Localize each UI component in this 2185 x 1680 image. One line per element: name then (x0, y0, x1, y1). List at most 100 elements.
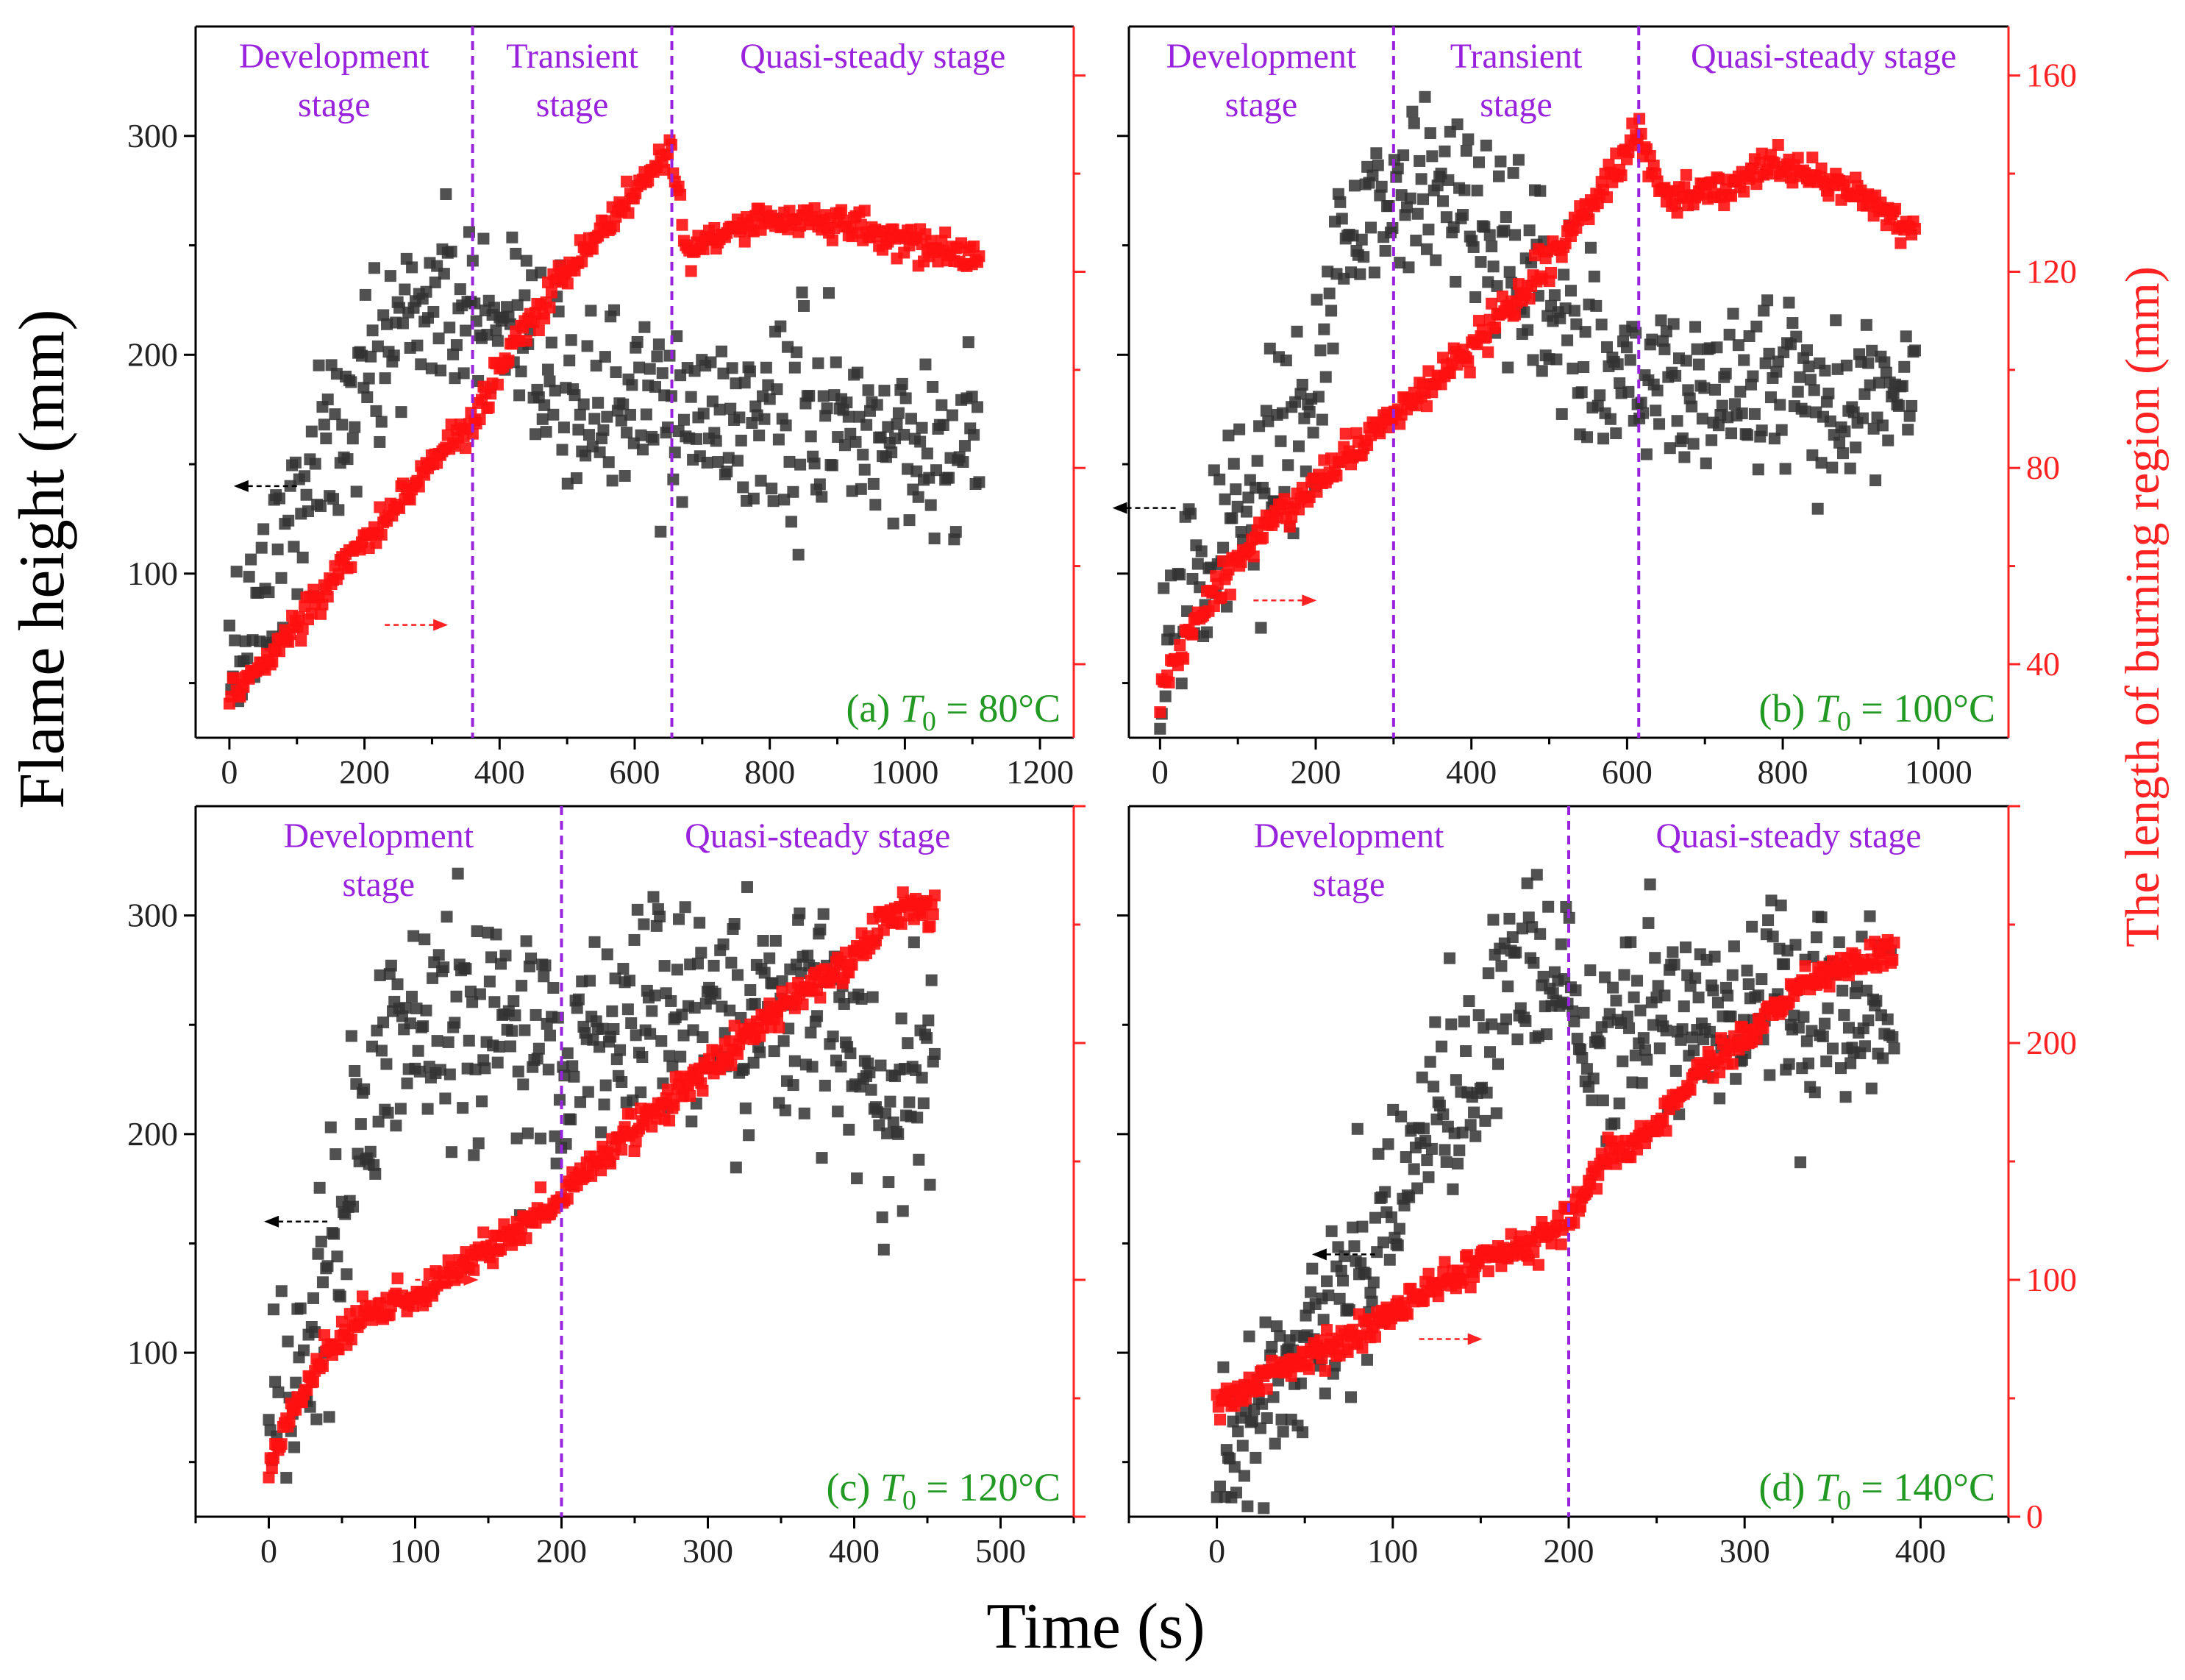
flame-height-point (1622, 385, 1635, 398)
flame-height-point (816, 1152, 828, 1164)
flame-height-point (331, 1250, 343, 1263)
flame-height-point (826, 459, 838, 471)
burning-region-point (1293, 503, 1305, 516)
flame-height-point (1377, 1236, 1389, 1249)
flame-height-point (369, 1167, 382, 1180)
flame-height-point (812, 357, 824, 369)
flame-height-point (1641, 1053, 1653, 1066)
flame-height-point (838, 997, 850, 1010)
flame-height-point (1486, 1018, 1498, 1031)
condition-label: (a) T0 = 80°C (846, 686, 1061, 737)
flame-height-point (441, 911, 453, 923)
flame-height-point (1667, 946, 1679, 958)
flame-height-point (1511, 1033, 1524, 1046)
flame-height-point (1472, 1009, 1485, 1022)
y-right-tick-label: 160 (2026, 57, 2077, 94)
flame-height-point (1820, 1055, 1833, 1067)
flame-height-point (1383, 200, 1395, 213)
burning-region-point (1725, 190, 1738, 202)
flame-height-point (647, 891, 660, 903)
burning-region-point (474, 413, 486, 426)
flame-height-point (1411, 207, 1424, 220)
flame-height-point (1238, 1470, 1250, 1482)
flame-height-point (1253, 420, 1266, 433)
flame-height-point (1790, 330, 1803, 343)
flame-height-point (1400, 1151, 1412, 1164)
flame-height-point (1522, 324, 1534, 336)
burning-region-point (1888, 936, 1900, 949)
flame-height-point (565, 334, 577, 346)
flame-height-point (1906, 399, 1918, 412)
flame-height-point (838, 439, 851, 452)
burning-region-point (234, 691, 246, 703)
flame-height-point (889, 433, 902, 445)
flame-axis-arrowhead (264, 1215, 279, 1228)
flame-height-point (377, 309, 390, 321)
flame-height-point (1872, 377, 1885, 389)
flame-height-point (355, 349, 368, 362)
flame-height-point (385, 959, 397, 972)
flame-height-point (1259, 1316, 1272, 1328)
flame-height-point (457, 367, 470, 380)
flame-height-point (1687, 1044, 1700, 1056)
flame-height-point (1864, 910, 1876, 922)
flame-height-point (1689, 972, 1702, 984)
flame-height-point (345, 376, 357, 388)
burning-region-point (928, 889, 941, 902)
flame-height-point (309, 1326, 321, 1339)
flame-height-point (439, 1092, 452, 1105)
flame-height-point (1822, 1002, 1834, 1014)
flame-height-point (903, 514, 916, 527)
flame-height-point (1888, 1042, 1900, 1055)
flame-height-point (299, 470, 311, 483)
flame-height-point (851, 366, 863, 379)
flame-height-point (857, 449, 869, 461)
flame-height-point (1761, 294, 1774, 307)
flame-height-point (1604, 413, 1617, 425)
flame-height-point (1741, 964, 1753, 977)
flame-height-point (1402, 261, 1415, 274)
flame-height-point (863, 1067, 876, 1079)
flame-height-point (644, 363, 656, 375)
flame-height-point (1783, 1058, 1795, 1070)
flame-height-point (1734, 385, 1747, 398)
flame-height-point (243, 571, 255, 583)
flame-height-point (1312, 391, 1325, 403)
burning-region-point (1660, 1125, 1672, 1137)
flame-height-point (1473, 156, 1486, 168)
flame-height-point (663, 1050, 676, 1062)
flame-height-point (1480, 139, 1492, 152)
series-burning-region (263, 886, 941, 1484)
flame-height-point (1850, 441, 1862, 454)
flame-height-point (887, 517, 899, 530)
flame-height-point (1306, 1262, 1319, 1275)
flame-height-point (1327, 342, 1339, 355)
flame-height-point (1356, 1220, 1369, 1233)
x-axis-label: Time (s) (986, 1591, 1205, 1662)
flame-height-point (1870, 994, 1883, 1007)
flame-height-point (1655, 314, 1667, 327)
flame-height-point (425, 362, 438, 374)
flame-height-point (572, 993, 585, 1005)
flame-height-point (1351, 1122, 1364, 1135)
flame-height-point (892, 407, 905, 419)
flame-height-point (747, 492, 760, 505)
flame-height-point (1650, 405, 1662, 417)
flame-height-point (288, 1441, 301, 1453)
flame-height-point (1348, 1240, 1361, 1253)
flame-height-point (1564, 285, 1577, 297)
flame-height-point (1669, 369, 1682, 382)
flame-height-point (1730, 1072, 1742, 1085)
flame-height-point (454, 283, 466, 296)
flame-height-point (1608, 1117, 1621, 1130)
flame-height-point (1792, 1022, 1805, 1034)
flame-height-point (779, 1104, 791, 1117)
flame-height-point (488, 996, 501, 1008)
flame-height-point (903, 1096, 916, 1108)
flame-height-point (1700, 457, 1712, 469)
flame-height-point (1424, 127, 1436, 140)
flame-height-point (1365, 221, 1377, 234)
burning-region-point (1369, 1331, 1381, 1343)
flame-height-point (1516, 922, 1529, 935)
flame-height-point (329, 408, 341, 421)
